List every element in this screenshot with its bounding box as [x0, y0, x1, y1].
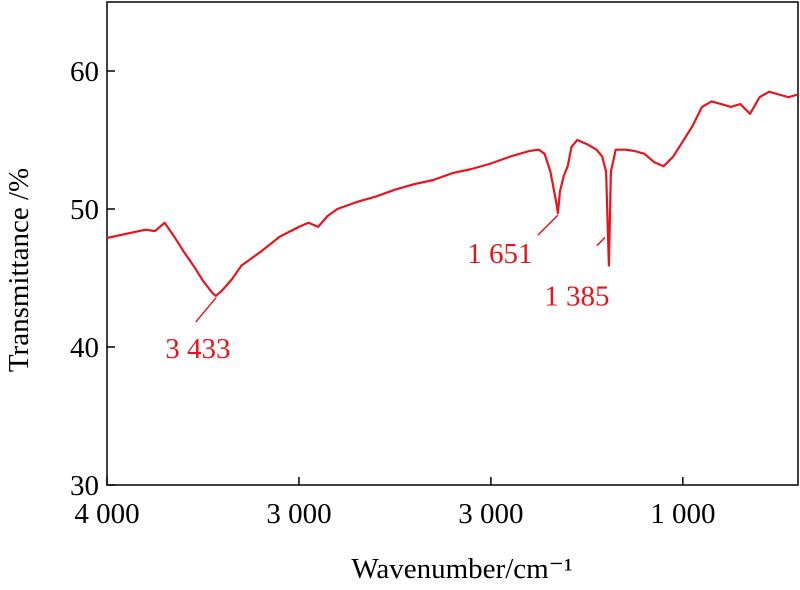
x-tick-label: 1 000 [650, 498, 715, 530]
annotation-label: 1 651 [467, 238, 532, 270]
annotation-leader [537, 214, 559, 236]
annotation-label: 1 385 [544, 281, 609, 313]
y-tick-label: 50 [70, 194, 99, 226]
annotation-label: 3 433 [165, 333, 230, 365]
y-axis-label: Transmittance /% [3, 168, 35, 372]
x-tick-label: 3 000 [266, 498, 331, 530]
y-tick-label: 60 [70, 56, 99, 88]
annotation-leader [596, 237, 606, 247]
y-tick-label: 40 [70, 332, 99, 364]
x-tick-label: 3 000 [458, 498, 523, 530]
x-tick-label: 4 000 [74, 498, 139, 530]
spectrum-line [106, 90, 799, 297]
y-tick-label: 30 [70, 470, 99, 502]
annotation-leader [195, 297, 217, 323]
plot-frame [106, 1, 799, 486]
x-axis-label: Wavenumber/cm⁻¹ [351, 553, 572, 585]
